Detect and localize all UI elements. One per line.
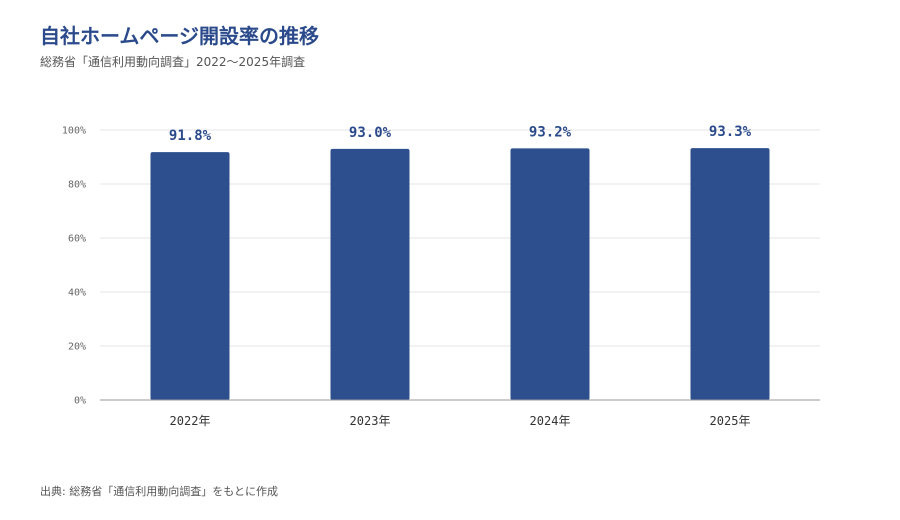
data-label: 93.3% xyxy=(709,124,752,140)
bar xyxy=(510,148,590,400)
y-tick-label: 80% xyxy=(68,180,86,191)
x-tick-label: 2023年 xyxy=(350,414,391,428)
y-tick-label: 40% xyxy=(68,288,86,299)
y-tick-label: 0% xyxy=(74,396,86,407)
x-tick-label: 2022年 xyxy=(170,414,211,428)
data-label: 93.0% xyxy=(349,125,392,141)
y-tick-label: 100% xyxy=(62,126,86,137)
chart-title: 自社ホームページ開設率の推移 xyxy=(40,24,319,48)
bar xyxy=(150,152,230,400)
data-label: 93.2% xyxy=(529,124,572,140)
y-tick-label: 20% xyxy=(68,342,86,353)
x-tick-label: 2025年 xyxy=(710,414,751,428)
bar xyxy=(690,148,770,400)
source-note: 出典: 総務省「通信利用動向調査」をもとに作成 xyxy=(40,485,278,498)
bar xyxy=(330,148,410,400)
x-tick-label: 2024年 xyxy=(530,414,571,428)
y-tick-label: 60% xyxy=(68,234,86,245)
data-label: 91.8% xyxy=(169,128,212,144)
chart-subtitle: 総務省「通信利用動向調査」2022〜2025年調査 xyxy=(40,55,306,69)
